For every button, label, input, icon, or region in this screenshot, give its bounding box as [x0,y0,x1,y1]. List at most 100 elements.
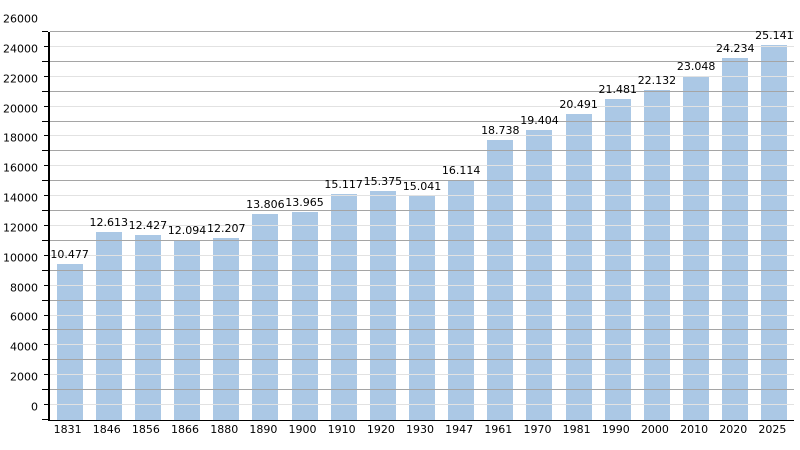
x-tick-label: 2010 [680,423,709,436]
y-minor-tick [44,284,48,286]
minor-gridline [50,105,794,107]
plot-area: 10.477 12.613 12.427 12.094 12.207 13.806 13.9… [48,28,794,421]
minor-gridline [50,165,794,167]
major-gridline [50,239,794,241]
minor-gridline [50,225,794,226]
bar [409,195,435,420]
y-minor-tick [44,374,48,376]
y-minor-tick [44,105,48,107]
y-minor-tick [44,195,48,197]
major-gridline [50,31,794,32]
y-tick-label: 2000 [10,370,38,384]
y-tick-label: 6000 [10,310,38,324]
y-major-tick [42,150,48,152]
minor-gridline [50,404,794,406]
y-major-tick [42,120,48,122]
bar-value-label: 15.375 [363,174,403,188]
bar-value-label: 15.041 [402,179,442,193]
bar-value-label: 22.132 [637,73,677,87]
minor-gridline [50,45,794,47]
y-tick-label: 8000 [10,281,38,295]
y-minor-tick [44,45,48,47]
bar-value-label: 12.094 [167,223,207,237]
y-tick-label: 22000 [3,72,38,86]
major-gridline [50,60,794,62]
major-gridline [50,269,794,271]
major-gridline [50,120,794,122]
bar-value-label: 23.048 [676,60,716,74]
y-tick-label: 0 [31,400,38,414]
y-major-tick [42,60,48,62]
minor-gridline [50,254,794,256]
bar [291,211,318,420]
y-minor-tick [44,344,48,346]
y-minor-tick [44,254,48,256]
y-tick-label: 10000 [3,251,38,265]
y-major-tick [42,239,48,241]
x-tick-label: 1981 [562,423,591,436]
x-tick-label: 1947 [445,423,474,436]
major-gridline [50,210,794,212]
x-tick-label: 2000 [640,423,669,436]
y-minor-tick [44,314,48,316]
bar-value-label: 15.117 [324,178,363,192]
x-axis-labels: 1831 1846 1856 1866 1880 1890 1900 1910 1920 1930… [48,423,792,443]
y-minor-tick [44,75,48,77]
major-gridline [50,299,794,301]
bar [565,114,592,420]
minor-gridline [50,374,794,376]
y-major-tick [42,180,48,182]
y-tick-label: 26000 [3,12,38,26]
x-tick-label: 1831 [53,423,82,436]
y-tick-label: 14000 [3,191,38,205]
y-tick-label: 20000 [3,102,38,116]
minor-gridline [50,195,794,197]
minor-gridline [50,344,794,346]
x-tick-label: 1961 [484,423,513,436]
major-gridline [50,389,794,391]
x-tick-label: 2020 [719,423,748,436]
x-tick-label: 1970 [523,423,552,436]
y-minor-tick [44,225,48,226]
y-axis: 0 2000 4000 6000 8000 10000 12000 14000 16000 180… [0,13,48,420]
bar-value-label: 19.404 [520,114,559,128]
bar [56,263,83,420]
minor-gridline [50,284,794,286]
y-tick-label: 18000 [3,131,38,145]
bar [330,194,357,420]
major-gridline [50,180,794,182]
bar [487,140,514,420]
y-major-tick [42,389,48,391]
x-tick-label: 1930 [406,423,434,436]
bar-value-label: 12.207 [206,221,246,235]
y-major-tick [42,359,48,361]
bar-value-label: 18.738 [481,124,520,138]
bar [683,76,710,420]
major-gridline [50,359,794,361]
major-gridline [50,329,794,331]
x-tick-label: 1880 [210,423,239,436]
x-tick-label: 1856 [131,423,160,436]
x-tick-label: 1866 [171,423,200,436]
y-major-tick [42,90,48,92]
minor-gridline [50,75,794,77]
y-tick-label: 12000 [3,221,38,235]
y-minor-tick [44,135,48,137]
bar [761,44,788,420]
bar-value-label: 12.427 [128,218,168,232]
x-tick-label: 1846 [92,423,121,436]
y-major-tick [42,269,48,271]
x-tick-label: 1990 [601,423,630,436]
bar-value-label: 12.613 [89,215,128,229]
y-major-tick [42,210,48,212]
bar [526,130,553,420]
bar-value-label: 13.806 [246,197,285,211]
bar-value-label: 10.477 [50,247,89,261]
y-major-tick [42,329,48,331]
bar-value-label: 20.491 [559,98,598,112]
bar [134,234,161,420]
major-gridline [50,90,794,92]
y-major-tick [42,419,48,420]
bar-value-label: 25.141 [755,28,794,42]
x-tick-label: 1910 [327,423,356,436]
